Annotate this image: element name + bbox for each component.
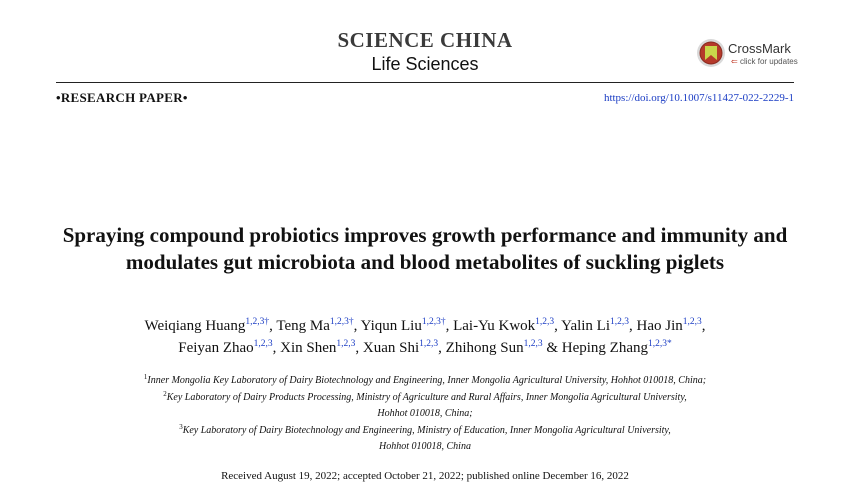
crossmark-title: CrossMark <box>728 41 791 56</box>
author-name: Xuan Shi <box>362 340 420 356</box>
affiliation-list: 1Inner Mongolia Key Laboratory of Dairy … <box>60 373 790 456</box>
author-separator: , <box>272 340 281 356</box>
author-affiliation-marker: 1,2,3 <box>253 339 273 349</box>
publication-dates: Received August 19, 2022; accepted Octob… <box>221 470 629 482</box>
journal-subtitle: Life Sciences <box>371 54 479 74</box>
header-rule <box>56 82 794 83</box>
crossmark-arrow-icon: ⇐ <box>731 57 738 66</box>
doi-link[interactable]: https://doi.org/10.1007/s11427-022-2229-… <box>603 92 794 104</box>
crossmark-subtitle: ⇐ click for updates <box>731 57 798 67</box>
author-affiliation-marker: 1,2,3† <box>421 317 446 327</box>
author-separator: , <box>269 318 277 334</box>
author-name: Yalin Li <box>561 318 611 334</box>
author-affiliation-marker: 1,2,3 <box>419 339 439 349</box>
affiliation-text: Hohhot 010018, China <box>379 441 471 452</box>
affiliation-line: Hohhot 010018, China; <box>60 406 790 423</box>
author-affiliation-marker: 1,2,3 <box>535 317 555 327</box>
affiliation-text: Hohhot 010018, China; <box>377 408 473 419</box>
author-separator: & <box>542 340 562 356</box>
journal-name: SCIENCE CHINA <box>337 28 513 52</box>
affiliation-number: 2 <box>163 389 167 398</box>
author-name: Zhihong Sun <box>445 340 524 356</box>
author-affiliation-marker: 1,2,3 <box>682 317 702 327</box>
affiliation-text: Inner Mongolia Key Laboratory of Dairy B… <box>147 375 707 386</box>
author-affiliation-marker: 1,2,3* <box>648 339 672 349</box>
affiliation-line: 3Key Laboratory of Dairy Biotechnology a… <box>60 423 790 440</box>
author-name: Teng Ma <box>276 318 330 334</box>
affiliation-number: 1 <box>143 373 148 381</box>
author-name: Hao Jin <box>636 318 683 334</box>
affiliation-text: Key Laboratory of Dairy Biotechnology an… <box>182 424 671 436</box>
author-affiliation-marker: 1,2,3† <box>329 317 354 327</box>
author-name: Heping Zhang <box>561 340 648 356</box>
author-name: Weiqiang Huang <box>144 318 246 334</box>
author-separator: , <box>701 318 706 334</box>
affiliation-line: 1Inner Mongolia Key Laboratory of Dairy … <box>60 373 790 390</box>
affiliation-line: 2Key Laboratory of Dairy Products Proces… <box>60 390 790 407</box>
crossmark-badge[interactable]: CrossMark ⇐ click for updates <box>696 38 806 72</box>
author-affiliation-marker: 1,2,3† <box>245 317 270 327</box>
crossmark-icon <box>697 39 725 67</box>
author-list: Weiqiang Huang1,2,3†, Teng Ma1,2,3†, Yiq… <box>60 315 790 359</box>
author-separator: , <box>353 318 361 334</box>
affiliation-text: Key Laboratory of Dairy Products Process… <box>166 391 687 403</box>
author-name: Xin Shen <box>280 340 337 356</box>
crossmark-subtitle-text: click for updates <box>739 57 798 66</box>
author-affiliation-marker: 1,2,3 <box>523 339 543 349</box>
author-separator: , <box>445 318 454 334</box>
author-separator: , <box>438 340 446 356</box>
paper-type: •RESEARCH PAPER• <box>56 90 188 105</box>
author-name: Yiqun Liu <box>360 318 422 334</box>
paper-title: Spraying compound probiotics improves gr… <box>62 223 788 274</box>
affiliation-line: Hohhot 010018, China <box>60 439 790 456</box>
author-separator: , <box>355 340 363 356</box>
author-affiliation-marker: 1,2,3 <box>610 317 630 327</box>
journal-header: SCIENCE CHINA Life Sciences <box>0 28 850 75</box>
author-separator: , <box>629 318 637 334</box>
affiliation-number: 3 <box>179 422 183 431</box>
author-name: Lai-Yu Kwok <box>453 318 536 334</box>
author-affiliation-marker: 1,2,3 <box>336 339 356 349</box>
author-separator: , <box>554 318 562 334</box>
author-name: Feiyan Zhao <box>178 340 254 356</box>
